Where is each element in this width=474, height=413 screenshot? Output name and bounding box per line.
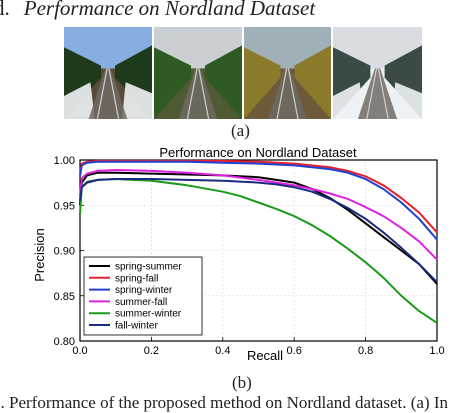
figure-heading-title: Performance on Nordland Dataset <box>23 0 316 20</box>
figure-caption-text: 3. Performance of the proposed method on… <box>0 393 449 412</box>
photo-rail-left <box>366 68 378 119</box>
x-tick-label: 0.8 <box>358 345 373 357</box>
photo-rail-right <box>198 68 210 119</box>
legend-label-summer-fall: summer-fall <box>115 297 167 308</box>
caption-a: (a) <box>231 121 250 140</box>
photo-track-bed <box>268 68 307 119</box>
photo-spring-image <box>64 27 152 119</box>
figure-heading: d. Performance on Nordland Dataset <box>0 0 315 21</box>
y-tick-label: 0.85 <box>54 291 75 303</box>
caption-b: (b) <box>232 373 252 392</box>
legend-label-spring-fall: spring-fall <box>115 273 158 284</box>
x-axis-label: Recall <box>247 348 283 363</box>
y-tick-label: 0.80 <box>54 336 75 348</box>
photo-fall <box>244 27 331 119</box>
photo-snow-right <box>391 82 422 119</box>
series-line-fall-winter <box>79 178 438 283</box>
photo-fall-image <box>244 27 331 119</box>
photo-rail-right <box>287 68 299 119</box>
legend-box <box>83 256 203 336</box>
legend-label-fall-winter: fall-winter <box>115 321 158 332</box>
legend-label-spring-winter: spring-winter <box>115 285 173 296</box>
figure-heading-number: d. <box>0 0 10 20</box>
photo-snow-right <box>122 82 152 119</box>
series-line-spring-summer <box>79 171 438 285</box>
chart-title: Performance on Nordland Dataset <box>159 145 357 160</box>
photo-spring <box>64 27 152 119</box>
x-tick-label: 0.4 <box>215 345 230 357</box>
photo-trees-left <box>244 47 281 119</box>
photo-trees-right <box>205 45 242 119</box>
photo-snow-left <box>64 82 95 119</box>
x-tick-label: 1.0 <box>429 345 444 357</box>
photo-trees-right <box>294 45 331 119</box>
series-line-spring-winter <box>79 160 438 241</box>
x-tick-label: 0.0 <box>72 345 87 357</box>
precision-recall-chart: Performance on Nordland Dataset 0.0 0.2 0.… <box>32 145 445 363</box>
x-tick-label: 0.2 <box>144 345 159 357</box>
photo-winter-image <box>333 27 422 119</box>
x-tick-label: 0.6 <box>287 345 302 357</box>
photo-rail-left <box>276 68 288 119</box>
photo-summer <box>154 27 242 119</box>
photo-rail-left <box>96 68 108 119</box>
photo-rail-right <box>108 68 120 119</box>
legend-label-summer-winter: summer-winter <box>115 309 182 320</box>
photo-rail-left <box>186 68 198 119</box>
y-tick-label: 0.90 <box>54 246 75 258</box>
photo-winter <box>333 27 422 119</box>
y-axis-label: Precision <box>32 228 47 281</box>
series-line-summer-fall <box>79 169 438 261</box>
photo-snow-left <box>333 82 365 119</box>
photo-track-bed <box>357 68 398 119</box>
photo-track-bed <box>88 68 128 119</box>
photo-track-bed <box>178 68 218 119</box>
legend-label-spring-summer: spring-summer <box>115 262 182 273</box>
y-tick-label: 1.00 <box>54 155 75 167</box>
photo-trees-left <box>154 47 191 119</box>
photo-rail-right <box>377 68 389 119</box>
y-tick-label: 0.95 <box>54 200 75 212</box>
photo-summer-image <box>154 27 242 119</box>
